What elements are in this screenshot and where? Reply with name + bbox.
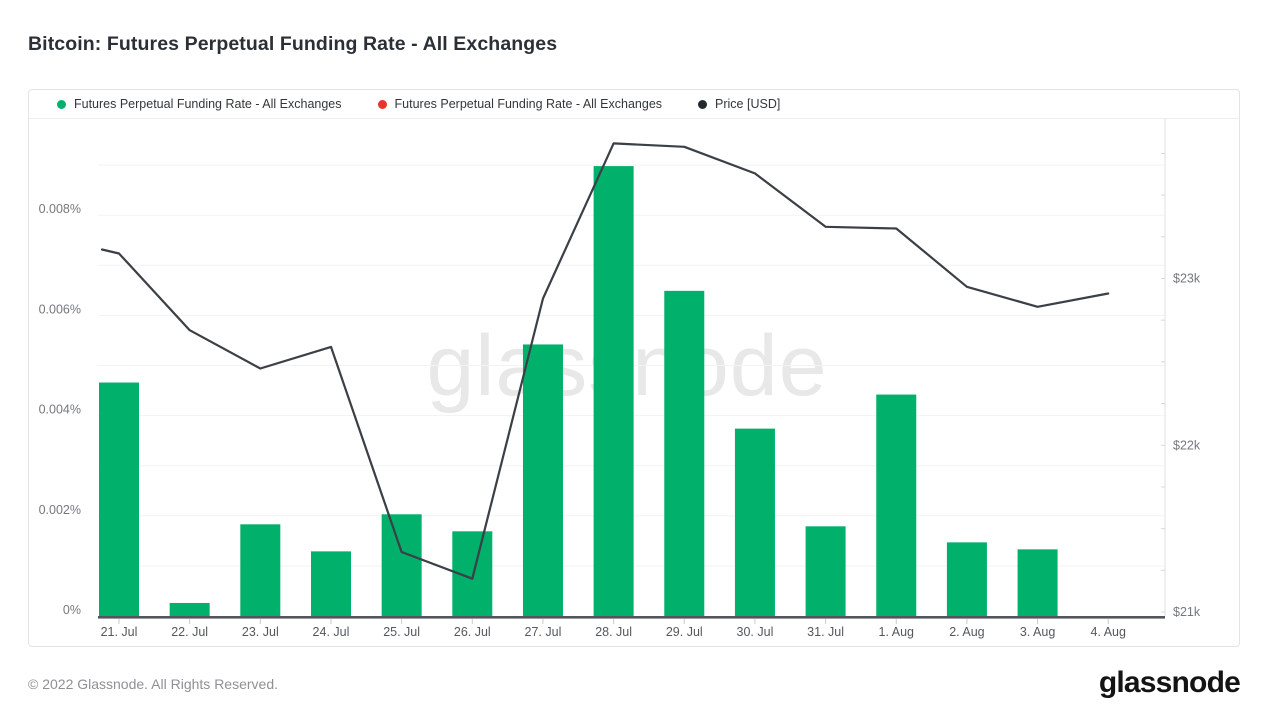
funding-rate-bar-3-aug[interactable]: [1017, 549, 1058, 616]
x-axis-label: 30. Jul: [737, 625, 774, 639]
x-axis-label: 29. Jul: [666, 625, 703, 639]
funding-rate-bar-21-jul[interactable]: [99, 382, 139, 616]
copyright-text: © 2022 Glassnode. All Rights Reserved.: [28, 676, 279, 692]
right-axis-label: $21k: [1173, 605, 1201, 619]
chart-card: Futures Perpetual Funding Rate - All Exc…: [28, 89, 1240, 647]
x-axis-label: 1. Aug: [879, 625, 914, 639]
legend-item-price-usd[interactable]: Price [USD]: [698, 97, 780, 111]
right-axis-label: $23k: [1173, 272, 1201, 286]
glassnode-logo: glassnode: [1098, 666, 1241, 699]
legend-label-price-usd: Price [USD]: [715, 97, 781, 111]
x-axis-label: 21. Jul: [101, 625, 138, 639]
page-title: Bitcoin: Futures Perpetual Funding Rate …: [28, 33, 558, 55]
left-axis-label: 0.008%: [39, 202, 81, 216]
x-axis-label: 31. Jul: [807, 625, 844, 639]
right-axis-label: $22k: [1173, 438, 1201, 452]
x-axis-label: 28. Jul: [595, 625, 632, 639]
funding-rate-bar-22-jul[interactable]: [169, 602, 210, 616]
x-axis-label: 23. Jul: [242, 625, 279, 639]
legend-label-funding-rate-green: Futures Perpetual Funding Rate - All Exc…: [74, 97, 342, 111]
x-axis-line: [98, 616, 1165, 619]
x-axis-label: 3. Aug: [1020, 625, 1055, 639]
red-dot-icon: [377, 99, 387, 109]
x-axis-label: 4. Aug: [1091, 625, 1126, 639]
x-axis-label: 24. Jul: [313, 625, 350, 639]
x-axis-label: 26. Jul: [454, 625, 491, 639]
price-line[interactable]: [100, 142, 1110, 580]
left-axis-label: 0%: [63, 603, 81, 617]
x-axis-label: 22. Jul: [171, 625, 208, 639]
funding-rate-bar-2-aug[interactable]: [946, 542, 987, 616]
funding-rate-bar-27-jul[interactable]: [522, 344, 563, 616]
left-axis-label: 0.002%: [39, 503, 81, 517]
x-axis-label: 27. Jul: [525, 625, 562, 639]
funding-rate-bar-28-jul[interactable]: [593, 166, 634, 616]
x-axis-label: 25. Jul: [383, 625, 420, 639]
funding-rate-bar-25-jul[interactable]: [381, 514, 422, 616]
legend-label-funding-rate-red: Futures Perpetual Funding Rate - All Exc…: [394, 97, 663, 111]
funding-rate-bar-29-jul[interactable]: [664, 290, 705, 616]
legend-item-funding-rate-green[interactable]: Futures Perpetual Funding Rate - All Exc…: [57, 97, 342, 111]
green-dot-icon: [57, 99, 66, 109]
left-axis-label: 0.004%: [39, 403, 81, 417]
left-axis-label: 0.006%: [39, 302, 81, 316]
funding-rate-bar-30-jul[interactable]: [734, 428, 775, 616]
funding-rate-bar-31-jul[interactable]: [805, 526, 846, 616]
chart-legend: Futures Perpetual Funding Rate - All Exc…: [29, 90, 1239, 119]
funding-rate-bar-23-jul[interactable]: [240, 524, 281, 616]
x-axis-label: 2. Aug: [949, 625, 984, 639]
funding-rate-bar-1-aug[interactable]: [876, 394, 917, 616]
funding-rate-bar-24-jul[interactable]: [310, 551, 351, 616]
black-dot-icon: [698, 99, 708, 109]
legend-item-funding-rate-red[interactable]: Futures Perpetual Funding Rate - All Exc…: [377, 97, 663, 111]
